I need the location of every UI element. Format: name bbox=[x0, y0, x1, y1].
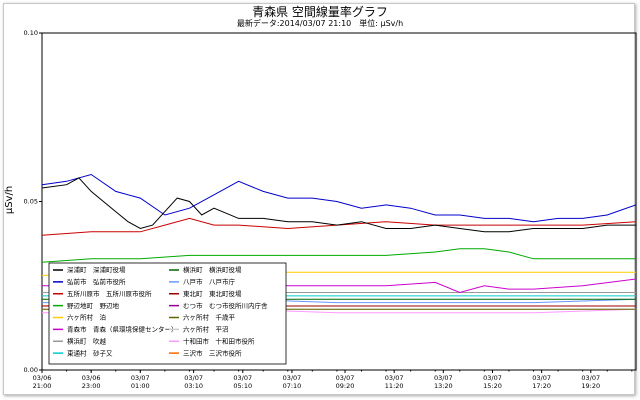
x-tick-label-time: 09:20 bbox=[336, 382, 355, 390]
x-tick-label-date: 03/06 bbox=[33, 374, 52, 382]
axes: 0.000.050.1003/0621:0003/0623:0003/0701:… bbox=[24, 29, 637, 390]
legend-label: 深浦町 深浦町役場 bbox=[67, 265, 126, 274]
legend-item: 五所川原市 五所川原市役所 bbox=[53, 289, 152, 298]
series-line bbox=[41, 217, 637, 236]
legend-item: 野辺地町 野辺地 bbox=[53, 301, 120, 310]
legend-item: 三沢市 三沢市役所 bbox=[169, 348, 242, 357]
series-line bbox=[41, 177, 636, 233]
legend-box bbox=[48, 262, 287, 365]
x-tick-label-time: 13:20 bbox=[434, 382, 453, 390]
x-tick-label-date: 03/07 bbox=[184, 374, 203, 382]
legend-item: 弘前市 弘前市役所 bbox=[53, 277, 126, 286]
x-tick-label-date: 03/07 bbox=[336, 374, 355, 382]
y-tick-label: 0.10 bbox=[24, 29, 38, 37]
legend-item: 横浜町 横浜町役場 bbox=[169, 265, 242, 274]
legend-label: 五所川原市 五所川原市役所 bbox=[67, 289, 152, 298]
legend-label: 三沢市 三沢市役所 bbox=[183, 348, 242, 357]
legend-label: 横浜町 横浜町役場 bbox=[183, 265, 242, 274]
series-line bbox=[41, 248, 636, 263]
legend-item: 八戸市 八戸市庁 bbox=[169, 277, 236, 286]
chart-subtitle: 最新データ:2014/03/07 21:10 単位: μSv/h bbox=[236, 19, 404, 28]
legend-label: 青森市 青森（県環境保健センター） bbox=[67, 325, 178, 334]
legend-label: 弘前市 弘前市役所 bbox=[67, 277, 126, 286]
legend-label: 横浜町 吹越 bbox=[67, 336, 107, 345]
legend-item: 六ヶ所村 泊 bbox=[53, 313, 106, 322]
legend-label: 六ヶ所村 泊 bbox=[67, 313, 106, 322]
x-tick-label-date: 03/06 bbox=[82, 374, 101, 382]
x-tick-label-date: 03/07 bbox=[532, 374, 551, 382]
legend-item: 青森市 青森（県環境保健センター） bbox=[53, 325, 178, 334]
x-tick-label-time: 15:20 bbox=[483, 382, 502, 390]
x-tick-label-date: 03/07 bbox=[131, 374, 150, 382]
x-tick-label-time: 01:00 bbox=[131, 382, 150, 390]
x-tick-label-date: 03/07 bbox=[483, 374, 502, 382]
legend-label: 東通村 砂子又 bbox=[67, 348, 113, 357]
x-tick-label-time: 21:00 bbox=[33, 382, 52, 390]
y-tick-label: 0.00 bbox=[24, 366, 38, 374]
x-tick-label-time: 11:20 bbox=[385, 382, 404, 390]
x-tick-label-date: 03/07 bbox=[581, 374, 600, 382]
x-tick-label-date: 03/07 bbox=[233, 374, 252, 382]
x-tick-label-time: 05:10 bbox=[233, 382, 252, 390]
legend-item: 東北町 東北町役場 bbox=[169, 289, 242, 298]
y-tick-label: 0.05 bbox=[24, 198, 38, 206]
x-tick-label-time: 23:00 bbox=[82, 382, 101, 390]
legend-label: 十和田市 十和田市役所 bbox=[183, 336, 255, 345]
legend-label: 野辺地町 野辺地 bbox=[67, 301, 120, 310]
x-tick-label-date: 03/07 bbox=[434, 374, 453, 382]
series-line bbox=[41, 173, 637, 223]
x-tick-label-time: 03:10 bbox=[184, 382, 203, 390]
y-axis-label: μSv/h bbox=[4, 186, 15, 214]
x-tick-label-time: 17:20 bbox=[532, 382, 551, 390]
legend-label: 六ヶ所村 千歳平 bbox=[183, 313, 236, 322]
legend-item: 六ヶ所村 平沼 bbox=[169, 325, 229, 334]
x-tick-label-time: 07:10 bbox=[283, 382, 302, 390]
legend-label: 八戸市 八戸市庁 bbox=[183, 277, 236, 286]
x-tick-label-date: 03/07 bbox=[385, 374, 404, 382]
legend-item: 六ヶ所村 千歳平 bbox=[169, 313, 236, 322]
legend-item: むつ市 むつ市役所川内庁舎 bbox=[169, 301, 268, 310]
legend-item: 十和田市 十和田市役所 bbox=[169, 336, 255, 345]
chart-title: 青森県 空間線量率グラフ bbox=[252, 5, 388, 19]
legend-label: むつ市 むつ市役所川内庁舎 bbox=[183, 301, 268, 310]
x-tick-label-date: 03/07 bbox=[283, 374, 302, 382]
legend-label: 六ヶ所村 平沼 bbox=[183, 325, 229, 334]
legend-item: 東通村 砂子又 bbox=[53, 348, 113, 357]
x-tick-label-time: 19:20 bbox=[581, 382, 600, 390]
legend-item: 深浦町 深浦町役場 bbox=[53, 265, 126, 274]
legend-item: 横浜町 吹越 bbox=[53, 336, 107, 345]
legend-label: 東北町 東北町役場 bbox=[183, 289, 242, 298]
